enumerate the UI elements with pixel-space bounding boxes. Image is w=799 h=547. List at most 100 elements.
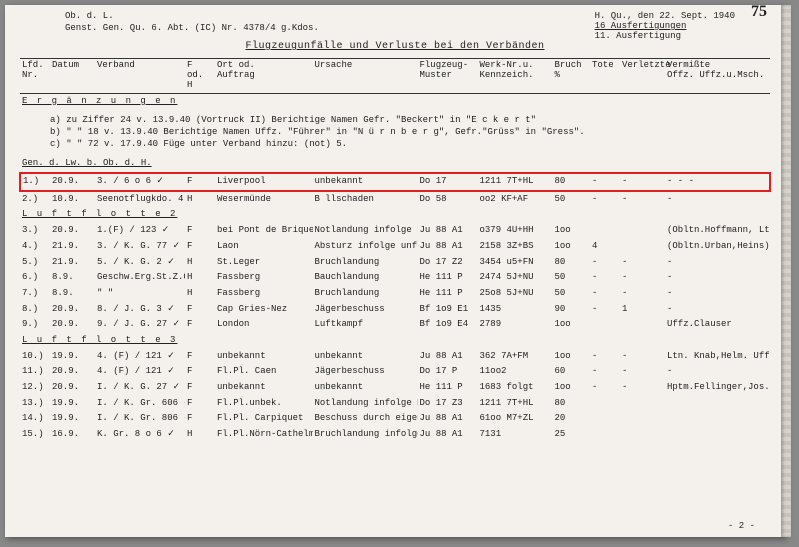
header-right-line2: 16 Ausfertigungen xyxy=(595,21,735,31)
cell: - - - xyxy=(665,173,770,191)
cell: 90 xyxy=(553,302,591,318)
cell: F xyxy=(185,317,215,333)
cell: 20.9. xyxy=(50,364,95,380)
table-row: 12.)20.9.I. / K. G. 27 ✓Funbekanntunbeka… xyxy=(20,380,770,396)
cell: Absturz infolge unfreiw. Bodenberührung xyxy=(313,239,418,255)
cell: unbekannt xyxy=(215,349,313,365)
cell: I. / K. G. 27 ✓ xyxy=(95,380,185,396)
cell: 2789 xyxy=(478,317,553,333)
cell xyxy=(590,427,620,443)
cell: F xyxy=(185,380,215,396)
column-header: Flugzeug-Muster xyxy=(418,59,478,94)
cell: 2474 5J+NU xyxy=(478,270,553,286)
cell: 7.) xyxy=(20,286,50,302)
table-row: 13.)19.9.I. / K. Gr. 606 ✓FFl.Pl.unbek.N… xyxy=(20,396,770,412)
cell xyxy=(590,396,620,412)
table-row: 11.)20.9.4. (F) / 121 ✓FFl.Pl. CaenJäger… xyxy=(20,364,770,380)
table-header-row: Lfd.Nr.DatumVerbandF od.HOrt od.AuftragU… xyxy=(20,59,770,94)
cell: 50 xyxy=(553,286,591,302)
cell xyxy=(665,427,770,443)
cell: Geschw.Erg.St.Z.G. 1 xyxy=(95,270,185,286)
cell: 9.) xyxy=(20,317,50,333)
cell: - xyxy=(620,255,665,271)
cell: F xyxy=(185,302,215,318)
cell: 4 xyxy=(590,239,620,255)
cell: Ju 88 A1 xyxy=(418,411,478,427)
cell: Do 17 Z3 xyxy=(418,396,478,412)
cell xyxy=(620,317,665,333)
cell: - xyxy=(665,255,770,271)
cell: Ju 88 A1 xyxy=(418,349,478,365)
cell: Fl.Pl.unbek. xyxy=(215,396,313,412)
cell: - xyxy=(620,364,665,380)
cell: Fassberg xyxy=(215,270,313,286)
cell: unbekannt xyxy=(313,349,418,365)
cell: Laon xyxy=(215,239,313,255)
cell: - xyxy=(590,191,620,208)
cell: - xyxy=(590,173,620,191)
cell: 80 xyxy=(553,255,591,271)
cell: - xyxy=(620,380,665,396)
cell: 61oo M7+ZL xyxy=(478,411,553,427)
cell: 3. / K. G. 77 ✓ xyxy=(95,239,185,255)
cell: 4. (F) / 121 ✓ xyxy=(95,349,185,365)
section-heading: L u f t f l o t t e 2 xyxy=(20,207,770,223)
header-left-line2: Genst. Gen. Qu. 6. Abt. (IC) Nr. 4378/4 … xyxy=(65,23,319,33)
cell: 8.) xyxy=(20,302,50,318)
cell: Beschuss durch eigene Jäger xyxy=(313,411,418,427)
cell: F xyxy=(185,173,215,191)
cell: 19.9. xyxy=(50,411,95,427)
cell: Fl.Pl. Caen xyxy=(215,364,313,380)
cell: 4.) xyxy=(20,239,50,255)
column-header: Bruch% xyxy=(553,59,591,94)
cell xyxy=(620,396,665,412)
cell: Seenotflugkdo. 4 ✓ xyxy=(95,191,185,208)
table-row: 4.)21.9.3. / K. G. 77 ✓FLaonAbsturz info… xyxy=(20,239,770,255)
cell: B llschaden xyxy=(313,191,418,208)
cell: 80 xyxy=(553,173,591,191)
cell: 60 xyxy=(553,364,591,380)
cell: 20.9. xyxy=(50,302,95,318)
cell: Cap Gries-Nez xyxy=(215,302,313,318)
cell: F xyxy=(185,239,215,255)
cell: Do 17 P xyxy=(418,364,478,380)
table-row: 2.)10.9.Seenotflugkdo. 4 ✓HWesermündeB l… xyxy=(20,191,770,208)
cell: 11oo2 xyxy=(478,364,553,380)
cell: 1211 7T+HL xyxy=(478,396,553,412)
cell: bei Pont de Briques xyxy=(215,223,313,239)
cell: 13.) xyxy=(20,396,50,412)
table-row: 6.)8.9.Geschw.Erg.St.Z.G. 1HFassbergBauc… xyxy=(20,270,770,286)
cell: - xyxy=(590,302,620,318)
cell xyxy=(665,411,770,427)
cell: London xyxy=(215,317,313,333)
cell: - xyxy=(665,286,770,302)
cell: - xyxy=(620,349,665,365)
header-right-line3: 11. Ausfertigung xyxy=(595,31,735,41)
cell: 5.) xyxy=(20,255,50,271)
cell: Bruchlandung infolge Bedienungs-fehler xyxy=(313,427,418,443)
cell: 1.) xyxy=(20,173,50,191)
cell: 21.9. xyxy=(50,239,95,255)
cell: Jägerbeschuss xyxy=(313,364,418,380)
cell: Bf 1o9 E1 xyxy=(418,302,478,318)
cell: 5. / K. G. 2 ✓ xyxy=(95,255,185,271)
cell: Luftkampf xyxy=(313,317,418,333)
cell: He 111 P xyxy=(418,380,478,396)
cell: 3.) xyxy=(20,223,50,239)
cell: 1211 7T+HL xyxy=(478,173,553,191)
cell: Ju 88 A1 xyxy=(418,223,478,239)
cell xyxy=(620,427,665,443)
cell: Bauchlandung xyxy=(313,270,418,286)
cell: 1oo xyxy=(553,349,591,365)
table-row: 3.)20.9.1.(F) / 123 ✓Fbei Pont de Brique… xyxy=(20,223,770,239)
cell: 1oo xyxy=(553,239,591,255)
cell: - xyxy=(590,364,620,380)
cell: " " xyxy=(95,286,185,302)
cell: 2.) xyxy=(20,191,50,208)
cell: 20.9. xyxy=(50,223,95,239)
column-header: F od.H xyxy=(185,59,215,94)
cell: - xyxy=(665,270,770,286)
cell: Wesermünde xyxy=(215,191,313,208)
cell: Bf 1o9 E4 xyxy=(418,317,478,333)
cell: Ltn. Knab,Helm. Uffz.Zecheket Uffz.Thöri… xyxy=(665,349,770,365)
